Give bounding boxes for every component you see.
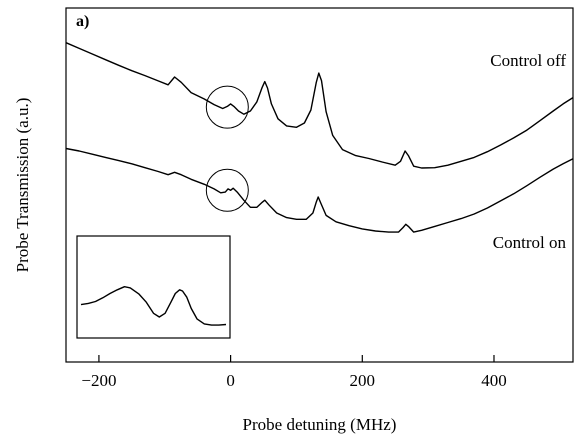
inset-group (76, 235, 231, 339)
series-line-control-on (65, 147, 574, 233)
x-tick-label: 200 (350, 371, 376, 390)
annotation-circle (205, 85, 249, 129)
x-tick-label: −200 (81, 371, 116, 390)
annotation-circle (205, 168, 249, 212)
series-group (65, 42, 574, 233)
series-labels: Control off Control on (490, 51, 566, 252)
x-tick-label: 400 (481, 371, 507, 390)
y-axis-label: Probe Transmission (a.u.) (13, 98, 32, 273)
panel-label: a) (76, 13, 89, 30)
annotation-group (205, 85, 249, 212)
series-label-control-on: Control on (493, 233, 567, 252)
inset-frame (76, 235, 231, 339)
x-axis-label: Probe detuning (MHz) (243, 415, 397, 434)
x-axis-ticks: −200 0 200 400 (81, 355, 507, 390)
plot-frame (65, 7, 574, 363)
x-tick-label: 0 (226, 371, 235, 390)
series-line-control-off (65, 42, 574, 169)
series-label-control-off: Control off (490, 51, 566, 70)
inset-curve (80, 286, 227, 326)
